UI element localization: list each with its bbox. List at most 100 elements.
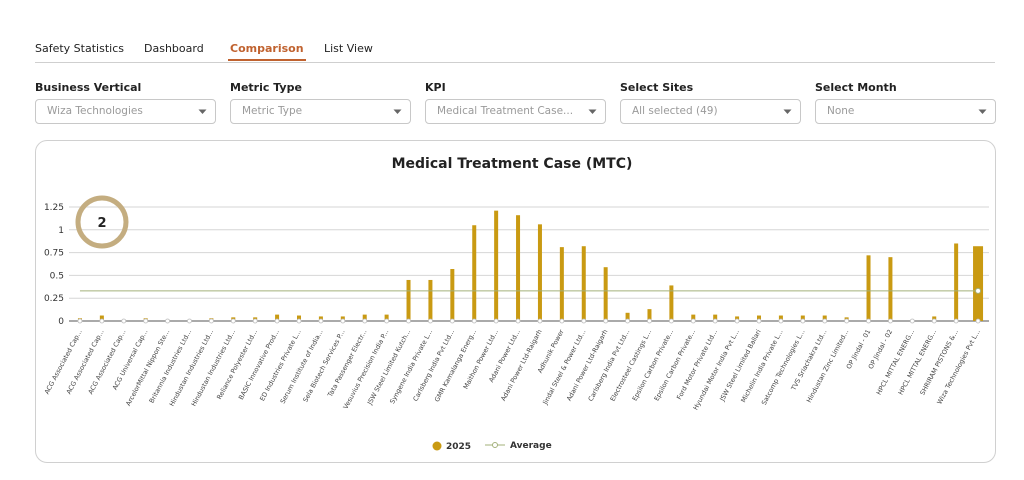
baseline-dot [99,318,105,324]
dropdown[interactable]: None [815,99,996,124]
x-tick-label: Adani Power Ltd-Raigarh [565,328,610,402]
x-tick-label: Hindustan Zinc Limited... [805,328,850,404]
baseline-dot [866,318,871,324]
x-tick-label: BASIC Innovative Prod... [237,328,281,401]
baseline-dot [625,318,630,324]
bar [384,314,389,321]
baseline-dot [340,318,346,324]
chevron [198,109,207,114]
baseline-dot [844,318,850,324]
bar [494,210,499,321]
bar [516,215,521,321]
bar [713,314,718,321]
baseline-dot [603,318,609,324]
bar [757,315,761,321]
x-tick-label: Wiza Technologies Pvt L... [936,328,982,406]
dropdown[interactable]: Medical Treatment Case... [425,99,606,124]
bar [866,255,871,321]
dropdown[interactable]: Metric Type [230,99,411,124]
y-tick-label: 0.25 [44,294,64,304]
chart-title: Medical Treatment Case (MTC) [392,156,633,172]
bar [647,309,652,321]
baseline-dot [537,318,543,324]
baseline-dot [208,318,214,324]
filter-label: Select Sites [620,81,694,94]
dropdown-value: All selected (49) [632,105,718,117]
bar [472,225,477,321]
filter-label: Select Month [815,81,897,94]
chevron [978,109,987,114]
bar [275,314,280,321]
baseline-dot [953,318,959,324]
baseline-dot [318,318,324,324]
x-tick-label: Serum Institute of India... [279,328,325,405]
bar [603,267,608,321]
y-tick-label: 0 [58,317,64,327]
baseline-dot [77,318,83,324]
baseline-dot [515,318,521,324]
x-tick-label: Carlsberg India Pvt Ltd... [411,328,456,403]
baseline-dot [428,318,433,324]
bar [800,315,805,321]
baseline-dot [296,318,302,324]
x-tick-label: ACG Associated Cap... [43,328,84,395]
baseline-dot [931,318,937,324]
tab-active[interactable]: Comparison [228,42,306,61]
badge-ring [75,195,129,249]
dropdown-value: None [827,105,855,117]
chevron [783,109,792,114]
x-tick-label: GMR Kamalanga Energ... [433,328,478,403]
baseline-dot [559,318,565,324]
legend-label: 2025 [446,442,471,452]
dropdown[interactable]: Wiza Technologies [35,99,216,124]
x-tick-label: Ford Motor Private Ltd... [675,328,719,401]
average-point [975,287,982,294]
x-tick-label: Tata Passenger Electr... [326,328,369,399]
tab[interactable]: List View [324,42,373,55]
baseline-dot [406,318,411,324]
bar [537,224,542,321]
dropdown[interactable]: All selected (49) [620,99,801,124]
bar [297,315,301,321]
dropdown-value: Medical Treatment Case... [437,105,574,117]
x-tick-label: Michelin India Private L... [739,328,784,404]
chart-card: Medical Treatment Case (MTC) 0 0.25 0.5 0.75… [35,140,996,463]
x-tick-label: JSW Steel Limited Ballari [718,328,763,403]
x-tick-label: Sela Biotech Services P... [301,328,346,403]
tab[interactable]: Dashboard [144,42,204,55]
x-tick-label: Carlsberg India Pvt Ltd... [587,328,632,403]
baseline-dot [581,318,587,324]
filter-label: Business Vertical [35,81,142,94]
bar [625,312,630,321]
bar [428,279,433,321]
baseline-dot [121,318,127,324]
x-tick-label: Epsilon Carbon Private... [653,328,698,402]
baseline-dot [187,318,192,324]
baseline-dot [712,318,718,324]
tab[interactable]: Safety Statistics [35,42,124,55]
bar [822,315,827,321]
chevron [588,109,597,114]
bar [362,314,367,321]
baseline-dot [384,318,390,324]
bar [778,315,783,321]
legend-swatch [432,441,442,451]
baseline-dot [230,318,236,324]
baseline-dot [143,318,149,324]
bar [406,279,411,321]
bar [691,314,696,321]
baseline-dot [734,318,740,324]
bar [450,269,455,321]
legend-label: Average [510,441,552,451]
baseline-dot [800,318,806,324]
bar [99,315,104,321]
baseline-dot [756,318,762,324]
chevron [393,109,402,114]
x-tick-label: Syngene India Private L... [388,328,434,405]
baseline-dot [449,318,455,324]
baseline-dot [668,318,674,324]
bar [888,257,893,321]
bar [581,246,586,321]
x-tick-label: ED Industries Private L... [258,328,303,402]
